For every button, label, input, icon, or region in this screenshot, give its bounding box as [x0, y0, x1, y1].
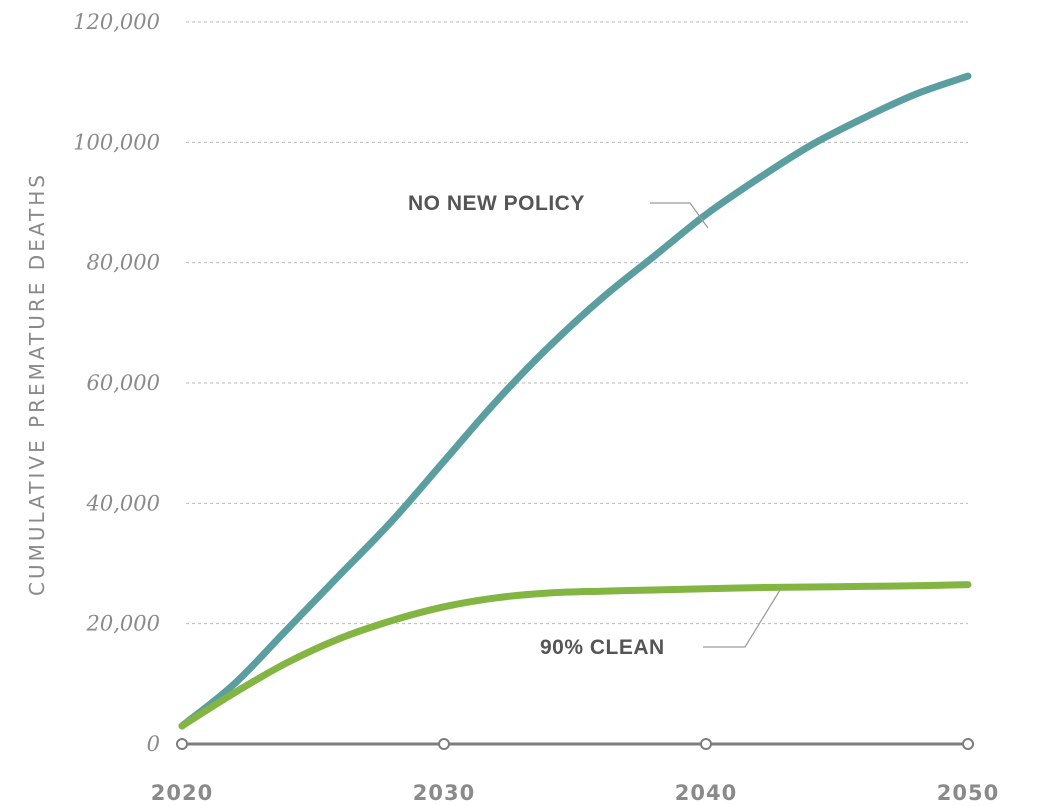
- y-axis-label: CUMULATIVE PREMATURE DEATHS: [25, 172, 49, 596]
- y-tick-label: 40,000: [86, 491, 160, 515]
- y-tick-labels: 0 20,000 40,000 60,000 80,000 100,000 120,000: [73, 10, 160, 756]
- y-tick-label: 20,000: [86, 612, 160, 636]
- y-tick-label: 60,000: [87, 371, 160, 395]
- x-axis-marker: [700, 738, 712, 750]
- series-lines: [178, 72, 972, 730]
- no-new-policy-leader-line: [650, 202, 709, 229]
- y-tick-label: 100,000: [73, 130, 160, 154]
- gridlines: [186, 21, 968, 625]
- no-new-policy-line: [178, 72, 972, 730]
- y-tick-label: 120,000: [73, 10, 160, 34]
- x-axis-marker: [438, 738, 450, 750]
- y-tick-label: 80,000: [87, 251, 160, 275]
- x-axis-markers: [176, 738, 974, 750]
- clean-90-leader-line: [703, 589, 781, 648]
- x-tick-label: 2050: [937, 781, 999, 805]
- clean-90-label: 90% CLEAN: [540, 636, 665, 659]
- x-tick-label: 2040: [675, 781, 737, 805]
- x-axis-marker: [176, 738, 188, 750]
- x-tick-label: 2030: [413, 781, 475, 805]
- x-tick-label: 2020: [151, 781, 213, 805]
- x-axis-marker: [962, 738, 974, 750]
- x-tick-labels: 2020 2030 2040 2050: [151, 781, 999, 805]
- no-new-policy-label: NO NEW POLICY: [408, 192, 585, 215]
- clean-90-line: [178, 581, 972, 730]
- y-tick-label: 0: [147, 732, 160, 756]
